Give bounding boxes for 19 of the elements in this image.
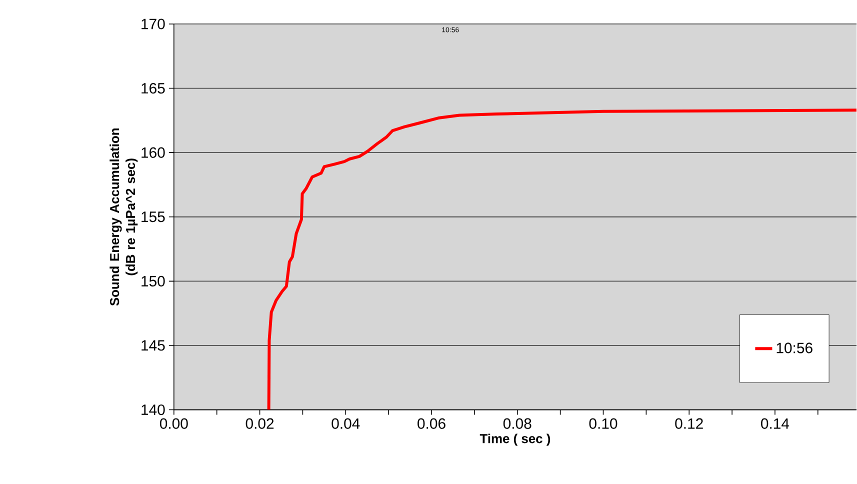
- y-tick-label: 170: [142, 18, 165, 30]
- y-axis-title: Sound Energy Accumulation (dB re 1µPa^2 sec): [110, 128, 138, 306]
- x-tick-label: 0.02: [246, 418, 274, 429]
- y-tick-label: 145: [142, 340, 165, 351]
- x-tick-label: 0.00: [160, 418, 188, 429]
- x-tick-label: 0.04: [332, 418, 360, 429]
- line-series: [267, 108, 857, 410]
- x-tick-label: 0.12: [675, 418, 703, 429]
- x-tick-label: 0.06: [418, 418, 446, 429]
- legend-label: 10:56: [776, 342, 812, 354]
- x-tick-label: 0.10: [589, 418, 618, 429]
- y-tick-label: 155: [142, 212, 165, 222]
- y-tick-label: 140: [142, 404, 165, 416]
- y-tick-label: 165: [142, 83, 165, 94]
- x-axis-title: Time ( sec ): [480, 434, 550, 446]
- y-tick-label: 160: [142, 147, 165, 158]
- y-tick-label: 150: [142, 276, 165, 287]
- x-tick-label: 0.14: [761, 418, 790, 429]
- x-tick-label: 0.08: [503, 418, 532, 429]
